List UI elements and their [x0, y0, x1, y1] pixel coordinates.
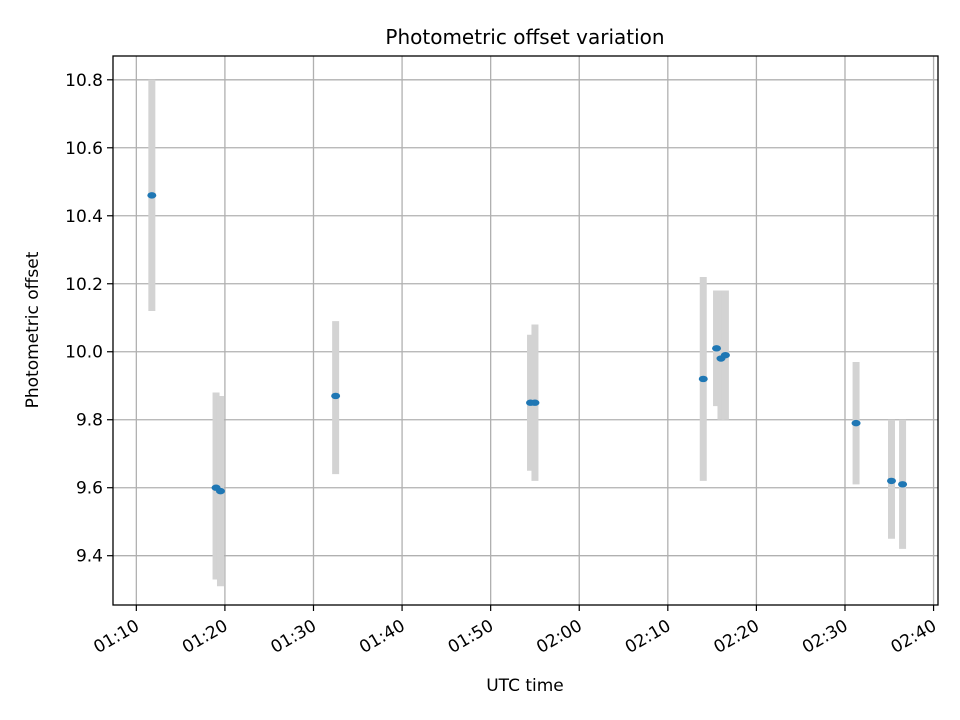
y-tick-label: 10.0 [65, 343, 103, 363]
data-point [147, 192, 157, 199]
y-tick-label: 10.4 [65, 207, 103, 227]
data-points [147, 192, 908, 495]
y-tick-label: 9.6 [76, 479, 103, 499]
data-point [886, 477, 896, 485]
y-tick-label: 9.8 [76, 411, 103, 431]
data-point [712, 345, 722, 352]
y-axis-ticks: 9.4 9.6 9.8 10.0 10.2 10.4 10.6 10.8 [65, 71, 113, 567]
data-point [698, 375, 708, 383]
x-axis-label: UTC time [486, 676, 564, 696]
data-point [898, 481, 908, 488]
data-point [331, 392, 341, 400]
data-point [215, 487, 225, 495]
y-tick-label: 10.6 [65, 139, 103, 159]
data-point [851, 419, 861, 427]
plot-frame [112, 55, 939, 606]
y-tick-label: 10.2 [65, 275, 103, 295]
y-tick-label: 9.4 [76, 547, 103, 567]
chart-title: Photometric offset variation [385, 25, 664, 49]
grid-lines [113, 56, 938, 605]
y-tick-label: 10.8 [65, 71, 103, 91]
data-point [720, 351, 730, 359]
data-point [530, 399, 540, 406]
y-axis-label: Photometric offset [23, 251, 43, 408]
